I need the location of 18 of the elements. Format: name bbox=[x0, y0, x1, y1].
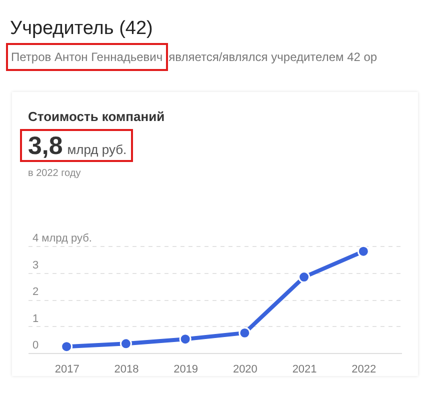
y-tick-label: 1 bbox=[32, 312, 39, 325]
text: является/являлся учредителем 42 ор bbox=[168, 50, 378, 64]
chart-title: Стоимость компаний bbox=[28, 109, 165, 124]
text: в 2022 году bbox=[28, 168, 81, 179]
x-tick-label: 2022 bbox=[352, 364, 376, 376]
x-tick-label: 2018 bbox=[114, 364, 139, 376]
x-tick-label: 2021 bbox=[292, 364, 317, 376]
text: 3,8 bbox=[28, 132, 63, 160]
y-tick-label: 0 bbox=[32, 340, 39, 352]
y-tick-label: 3 bbox=[32, 259, 39, 272]
x-tick-label: 2019 bbox=[174, 364, 198, 376]
x-tick-label: 2020 bbox=[232, 364, 258, 376]
x-tick-label: 2017 bbox=[54, 364, 80, 376]
text: Петров Антон Геннадьевич bbox=[11, 50, 163, 64]
y-tick-label: 2 bbox=[32, 286, 39, 298]
y-tick-label: 4 млрд руб. bbox=[32, 232, 92, 244]
text: Учредитель (42) bbox=[10, 18, 153, 40]
text: млрд руб. bbox=[67, 142, 127, 157]
